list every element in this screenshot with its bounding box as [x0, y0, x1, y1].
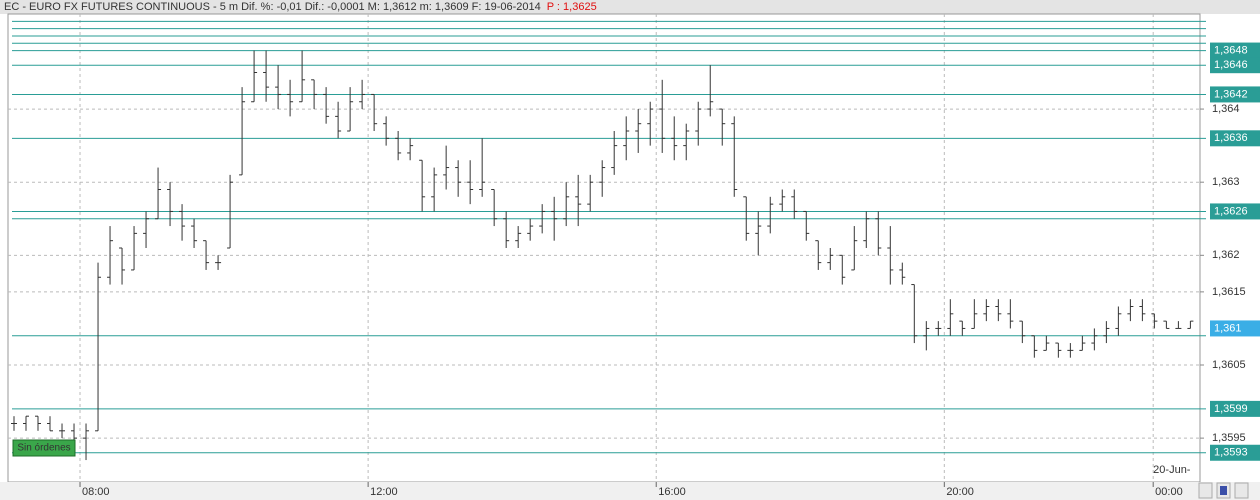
y-tick-label: 1,3615: [1212, 286, 1246, 298]
level-label: 1,3626: [1214, 205, 1248, 217]
pin-button[interactable]: [1234, 482, 1249, 499]
y-tick-label: 1,362: [1212, 249, 1240, 261]
toolbar-button[interactable]: [1198, 482, 1213, 499]
date-label: 20-Jun-: [1153, 464, 1191, 476]
y-tick-label: 1,364: [1212, 103, 1240, 115]
y-tick-label: 1,3595: [1212, 432, 1246, 444]
header-bar: [0, 0, 1260, 14]
x-tick-label: 00:00: [1155, 486, 1183, 498]
time-axis-bar: [0, 482, 1260, 500]
plot-area: [7, 13, 1201, 483]
x-tick-label: 16:00: [658, 486, 686, 498]
x-tick-label: 20:00: [946, 486, 974, 498]
status-text: Sin órdenes: [17, 443, 70, 454]
x-tick-label: 12:00: [370, 486, 398, 498]
level-label: 1,3646: [1214, 59, 1248, 71]
level-box: [1210, 400, 1260, 417]
header: EC - EURO FX FUTURES CONTINUOUS - 5 m Di…: [4, 1, 597, 13]
level-label: 1,3636: [1214, 132, 1248, 144]
level-label: 1,3593: [1214, 447, 1248, 459]
chart-layer: 1,364 1,363 1,362 1,3615 1,3605 1,3595 08:00 12…: [8, 14, 1260, 498]
level-label: 1,3642: [1214, 88, 1248, 100]
header-title: EC - EURO FX FUTURES CONTINUOUS - 5 m Di…: [4, 1, 541, 13]
level-box: [1210, 86, 1260, 103]
status-box: [12, 439, 76, 457]
y-tick-label: 1,363: [1212, 176, 1240, 188]
level-box: [1210, 130, 1260, 147]
last-price-label: 1,361: [1214, 322, 1242, 334]
save-icon: [1220, 486, 1227, 495]
x-tick-label: 08:00: [82, 486, 110, 498]
level-label: 1,3599: [1214, 403, 1248, 415]
level-box: [1210, 444, 1260, 461]
level-box: [1210, 57, 1260, 74]
y-tick-label: 1,3605: [1212, 359, 1246, 371]
last-price-box: [1210, 320, 1260, 337]
header-price: P : 1,3625: [547, 1, 597, 13]
level-box: [1210, 203, 1260, 220]
level-box: [1210, 42, 1260, 59]
level-label: 1,3648: [1214, 44, 1248, 56]
